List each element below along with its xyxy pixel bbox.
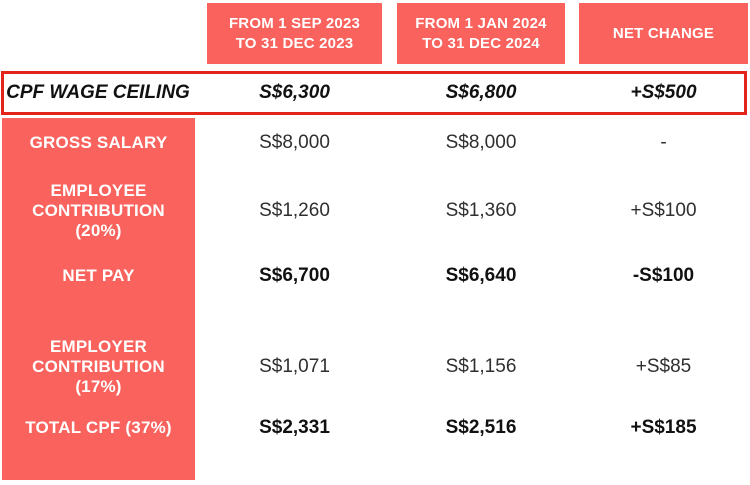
column-header-line: FROM 1 JAN 2024	[415, 14, 547, 32]
row-label-total-cpf: TOTAL CPF (37%)	[25, 418, 172, 437]
employer-contribution-value-2024: S$1,156	[445, 356, 517, 377]
row-label-employee-contribution: EMPLOYEE CONTRIBUTION (20%)	[32, 180, 165, 240]
column-header-period-2023: FROM 1 SEP 2023 TO 31 DEC 2023	[207, 3, 382, 64]
row-label-employer-contribution: EMPLOYER CONTRIBUTION (17%)	[32, 337, 165, 396]
net-pay-value-2024: S$6,640	[445, 264, 517, 286]
net-pay-net-change: -S$100	[632, 264, 695, 286]
net-pay-value-2023: S$6,700	[259, 264, 330, 286]
cpf-wage-ceiling-value-2024: S$6,800	[445, 82, 517, 103]
gross-salary-value-2024: S$8,000	[445, 132, 517, 153]
employer-contribution-value-2023: S$1,071	[259, 356, 330, 377]
cpf-wage-ceiling-net-change: +S$500	[630, 82, 697, 103]
column-header-line: TO 31 DEC 2024	[422, 34, 540, 52]
cpf-wage-ceiling-highlight-box	[1, 71, 747, 115]
total-cpf-net-change: +S$185	[630, 417, 697, 438]
row-labels-panel	[2, 118, 195, 480]
employer-contribution-net-change: +S$85	[635, 356, 692, 377]
total-cpf-value-2024: S$2,516	[445, 417, 517, 438]
column-header-net-change: NET CHANGE	[579, 3, 748, 64]
column-header-period-2024: FROM 1 JAN 2024 TO 31 DEC 2024	[397, 3, 565, 64]
gross-salary-net-change: -	[660, 132, 667, 153]
column-header-line: FROM 1 SEP 2023	[228, 14, 361, 32]
row-label-gross-salary: GROSS SALARY	[29, 133, 168, 152]
cpf-wage-ceiling-value-2023: S$6,300	[259, 82, 330, 103]
column-header-line: NET CHANGE	[612, 24, 715, 42]
column-header-line: TO 31 DEC 2023	[235, 34, 354, 52]
gross-salary-value-2023: S$8,000	[259, 132, 330, 153]
employee-contribution-net-change: +S$100	[630, 199, 697, 221]
cpf-wage-ceiling-label: CPF WAGE CEILING	[6, 82, 190, 103]
row-label-net-pay: NET PAY	[62, 265, 135, 285]
employee-contribution-value-2024: S$1,360	[445, 199, 517, 221]
employee-contribution-value-2023: S$1,260	[259, 199, 330, 221]
total-cpf-value-2023: S$2,331	[259, 417, 330, 438]
